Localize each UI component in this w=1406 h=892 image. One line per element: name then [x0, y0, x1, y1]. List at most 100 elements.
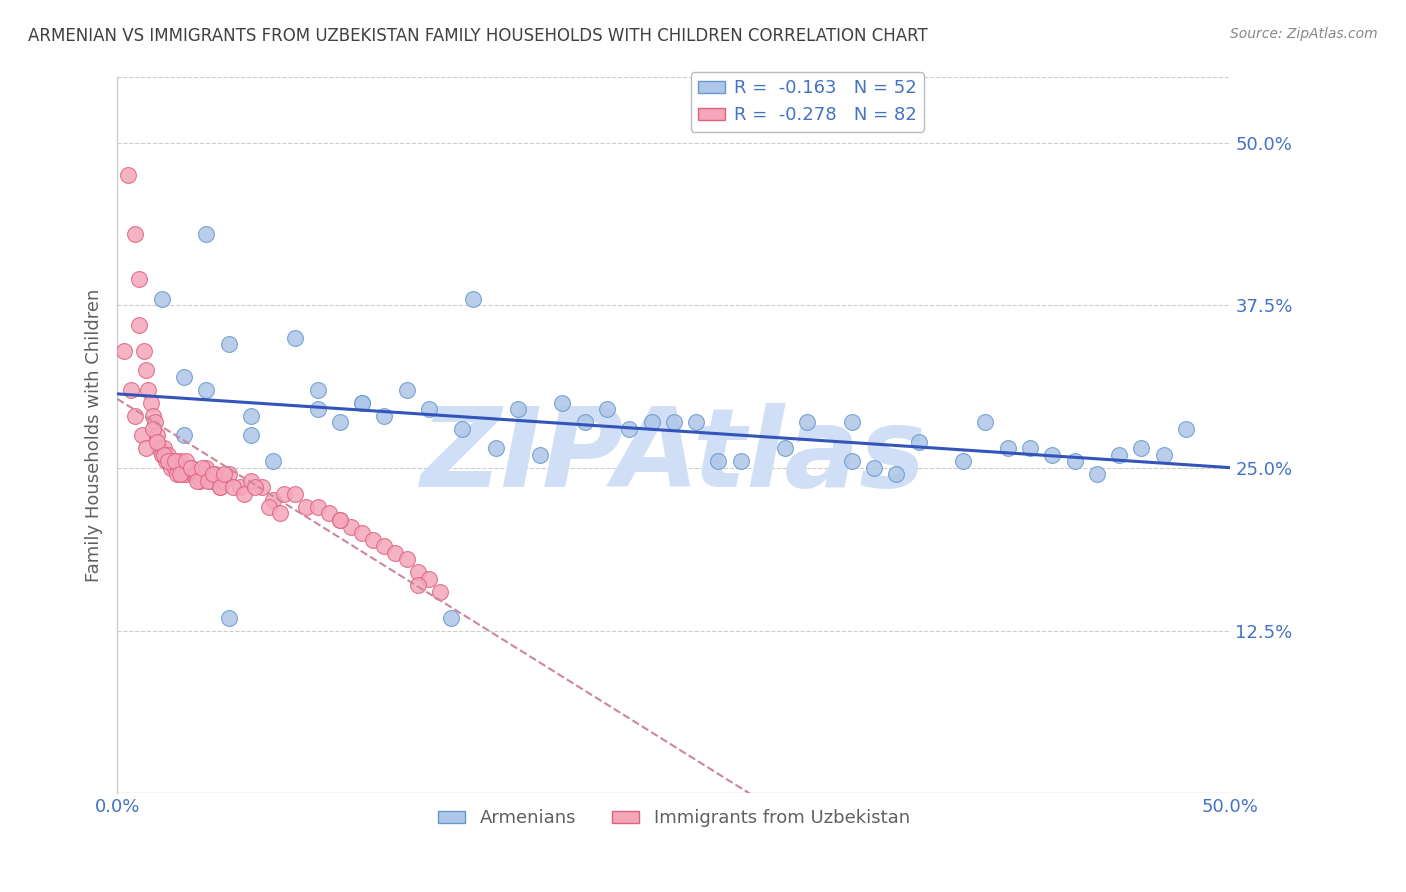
Point — [273, 487, 295, 501]
Point — [373, 539, 395, 553]
Point — [128, 272, 150, 286]
Point — [146, 428, 169, 442]
Point — [974, 416, 997, 430]
Point — [173, 461, 195, 475]
Point — [418, 402, 440, 417]
Point — [307, 402, 329, 417]
Point — [886, 467, 908, 482]
Point — [1153, 448, 1175, 462]
Point — [159, 461, 181, 475]
Point — [157, 454, 180, 468]
Point — [574, 416, 596, 430]
Point — [218, 337, 240, 351]
Point — [186, 467, 208, 482]
Point — [146, 434, 169, 449]
Point — [662, 416, 685, 430]
Point — [239, 474, 262, 488]
Point — [180, 461, 202, 475]
Y-axis label: Family Households with Children: Family Households with Children — [86, 289, 103, 582]
Point — [284, 331, 307, 345]
Point — [307, 383, 329, 397]
Point — [184, 467, 207, 482]
Point — [318, 507, 340, 521]
Point — [180, 461, 202, 475]
Point — [329, 513, 352, 527]
Point — [200, 474, 222, 488]
Point — [212, 474, 235, 488]
Point — [138, 383, 160, 397]
Point — [1130, 442, 1153, 456]
Point — [142, 422, 165, 436]
Point — [165, 454, 187, 468]
Point — [841, 454, 863, 468]
Point — [352, 396, 374, 410]
Point — [170, 467, 193, 482]
Point — [329, 513, 352, 527]
Point — [191, 461, 214, 475]
Point — [195, 383, 218, 397]
Point — [124, 409, 146, 423]
Point — [212, 467, 235, 482]
Point — [201, 467, 224, 482]
Point — [191, 467, 214, 482]
Point — [1085, 467, 1108, 482]
Point — [451, 422, 474, 436]
Point — [640, 416, 662, 430]
Text: ZIPAtlas: ZIPAtlas — [420, 403, 927, 510]
Point — [155, 454, 177, 468]
Point — [295, 500, 318, 514]
Point — [262, 454, 284, 468]
Point — [166, 467, 188, 482]
Point — [406, 578, 429, 592]
Point — [863, 461, 886, 475]
Point — [181, 467, 204, 482]
Point — [173, 428, 195, 442]
Point — [173, 369, 195, 384]
Point — [195, 227, 218, 241]
Point — [340, 519, 363, 533]
Point — [208, 480, 231, 494]
Point — [262, 493, 284, 508]
Point — [153, 442, 176, 456]
Point — [952, 454, 974, 468]
Point — [208, 480, 231, 494]
Point — [120, 383, 142, 397]
Point — [112, 343, 135, 358]
Point — [177, 461, 200, 475]
Point — [228, 480, 250, 494]
Point — [150, 448, 173, 462]
Point — [250, 480, 273, 494]
Point — [222, 480, 245, 494]
Point — [997, 442, 1019, 456]
Point — [384, 545, 406, 559]
Point — [596, 402, 619, 417]
Point — [139, 396, 162, 410]
Text: Source: ZipAtlas.com: Source: ZipAtlas.com — [1230, 27, 1378, 41]
Legend: Armenians, Immigrants from Uzbekistan: Armenians, Immigrants from Uzbekistan — [430, 802, 917, 834]
Point — [506, 402, 529, 417]
Point — [269, 507, 291, 521]
Point — [707, 454, 730, 468]
Text: ARMENIAN VS IMMIGRANTS FROM UZBEKISTAN FAMILY HOUSEHOLDS WITH CHILDREN CORRELATI: ARMENIAN VS IMMIGRANTS FROM UZBEKISTAN F… — [28, 27, 928, 45]
Point — [169, 454, 191, 468]
Point — [257, 500, 280, 514]
Point — [685, 416, 707, 430]
Point — [195, 461, 218, 475]
Point — [239, 428, 262, 442]
Point — [429, 584, 451, 599]
Point — [1063, 454, 1085, 468]
Point — [373, 409, 395, 423]
Point — [361, 533, 384, 547]
Point — [174, 467, 197, 482]
Point — [841, 416, 863, 430]
Point — [284, 487, 307, 501]
Point — [1040, 448, 1063, 462]
Point — [352, 526, 374, 541]
Point — [142, 409, 165, 423]
Point — [169, 467, 191, 482]
Point — [239, 409, 262, 423]
Point — [143, 416, 166, 430]
Point — [907, 434, 929, 449]
Point — [186, 474, 208, 488]
Point — [188, 474, 211, 488]
